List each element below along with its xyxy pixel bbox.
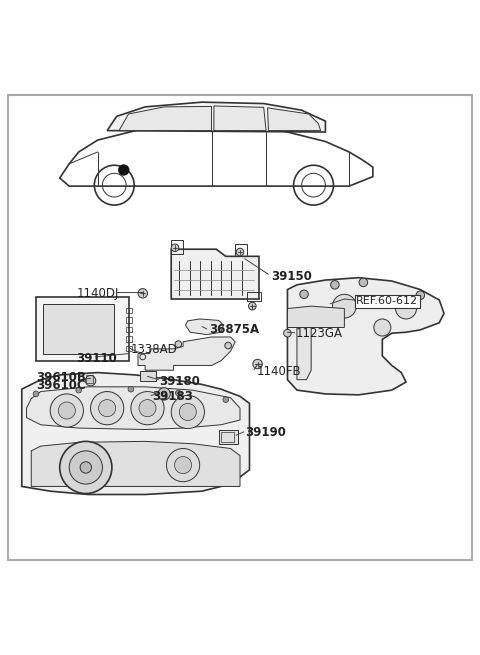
Polygon shape	[26, 387, 240, 430]
Circle shape	[175, 457, 192, 474]
Bar	[219, 430, 238, 443]
Polygon shape	[214, 106, 266, 130]
Bar	[126, 346, 132, 351]
Circle shape	[359, 278, 368, 287]
Bar	[171, 240, 183, 254]
Circle shape	[179, 403, 196, 421]
Circle shape	[223, 397, 228, 402]
Circle shape	[50, 394, 84, 427]
Polygon shape	[267, 108, 321, 130]
Circle shape	[253, 360, 262, 369]
Bar	[126, 327, 132, 332]
Circle shape	[33, 391, 39, 397]
Circle shape	[58, 402, 75, 419]
Circle shape	[139, 400, 156, 417]
Circle shape	[98, 400, 116, 417]
Circle shape	[80, 462, 92, 473]
Text: 1140DJ: 1140DJ	[76, 287, 119, 300]
Polygon shape	[288, 306, 344, 328]
Bar	[221, 432, 234, 442]
Bar	[235, 244, 247, 256]
Polygon shape	[22, 373, 250, 495]
Circle shape	[236, 248, 244, 256]
Text: 39180: 39180	[159, 375, 200, 388]
Text: 39190: 39190	[245, 426, 286, 440]
Circle shape	[300, 290, 308, 299]
Circle shape	[60, 441, 112, 494]
Polygon shape	[297, 328, 311, 380]
Circle shape	[161, 391, 167, 397]
Bar	[140, 371, 156, 381]
Circle shape	[158, 388, 170, 400]
Text: 1140FB: 1140FB	[257, 365, 301, 378]
Circle shape	[249, 303, 256, 310]
Circle shape	[176, 390, 181, 396]
Circle shape	[118, 164, 130, 176]
Polygon shape	[288, 278, 444, 395]
Circle shape	[171, 396, 204, 428]
Text: 1338AD: 1338AD	[131, 343, 178, 356]
Text: 39110: 39110	[76, 352, 117, 365]
Circle shape	[374, 319, 391, 336]
Text: 39150: 39150	[271, 270, 312, 283]
Bar	[36, 297, 129, 361]
Circle shape	[76, 387, 82, 393]
Text: 39183: 39183	[152, 390, 193, 403]
Bar	[126, 336, 132, 342]
Circle shape	[69, 451, 102, 484]
Polygon shape	[119, 106, 212, 130]
Circle shape	[175, 341, 181, 347]
Circle shape	[128, 386, 134, 392]
Text: REF.60-612: REF.60-612	[354, 297, 416, 307]
Circle shape	[331, 280, 339, 289]
Bar	[86, 375, 93, 383]
Polygon shape	[185, 319, 223, 335]
Bar	[126, 317, 132, 323]
Text: 36875A: 36875A	[209, 324, 259, 337]
Circle shape	[131, 392, 164, 424]
Text: REF.60-612: REF.60-612	[356, 297, 419, 307]
Bar	[126, 308, 132, 313]
Circle shape	[284, 329, 291, 337]
Circle shape	[138, 289, 147, 298]
Circle shape	[91, 392, 124, 424]
Circle shape	[333, 294, 356, 318]
Circle shape	[167, 449, 200, 481]
Circle shape	[416, 291, 424, 299]
Polygon shape	[107, 102, 325, 132]
Bar	[43, 304, 114, 354]
Text: 39610C: 39610C	[36, 379, 85, 392]
Text: 39610B: 39610B	[36, 371, 86, 384]
Bar	[247, 292, 261, 301]
Polygon shape	[171, 249, 259, 299]
Polygon shape	[31, 441, 240, 487]
Text: 1123GA: 1123GA	[296, 327, 343, 340]
Circle shape	[171, 244, 179, 252]
Circle shape	[85, 375, 96, 386]
Circle shape	[396, 298, 417, 319]
Circle shape	[225, 342, 231, 349]
Polygon shape	[138, 337, 235, 370]
